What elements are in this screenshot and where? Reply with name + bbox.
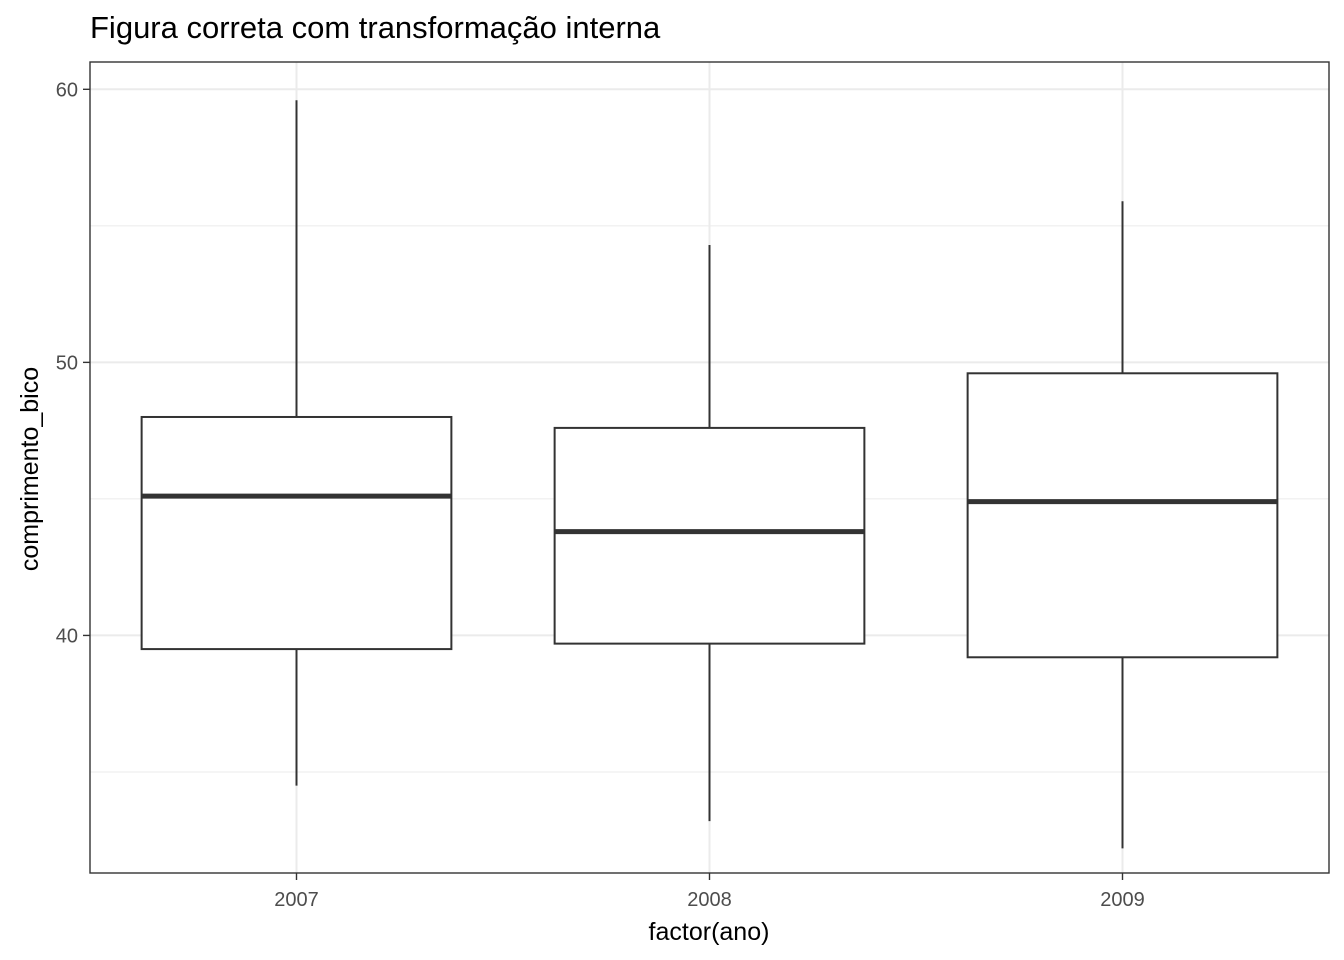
x-tick-label: 2009 xyxy=(1100,889,1145,911)
y-axis-title: comprimento_bico xyxy=(16,367,44,571)
box-layer xyxy=(140,100,1279,849)
chart-title: Figura correta com transformação interna xyxy=(90,10,661,45)
y-tick-label: 60 xyxy=(56,79,78,101)
box-body xyxy=(553,426,866,645)
axis-layer: 40 50 60 2007 2008 2009 xyxy=(56,79,1145,911)
box-2007 xyxy=(140,100,453,786)
box-2009 xyxy=(966,201,1279,849)
box-body xyxy=(140,415,453,651)
y-tick-label: 40 xyxy=(56,625,78,647)
x-tick-label: 2007 xyxy=(274,889,319,911)
x-axis-title: factor(ano) xyxy=(649,918,770,946)
box-body xyxy=(966,372,1279,659)
y-tick-label: 50 xyxy=(56,352,78,374)
box-2008 xyxy=(553,244,866,822)
x-tick-label: 2008 xyxy=(687,889,732,911)
